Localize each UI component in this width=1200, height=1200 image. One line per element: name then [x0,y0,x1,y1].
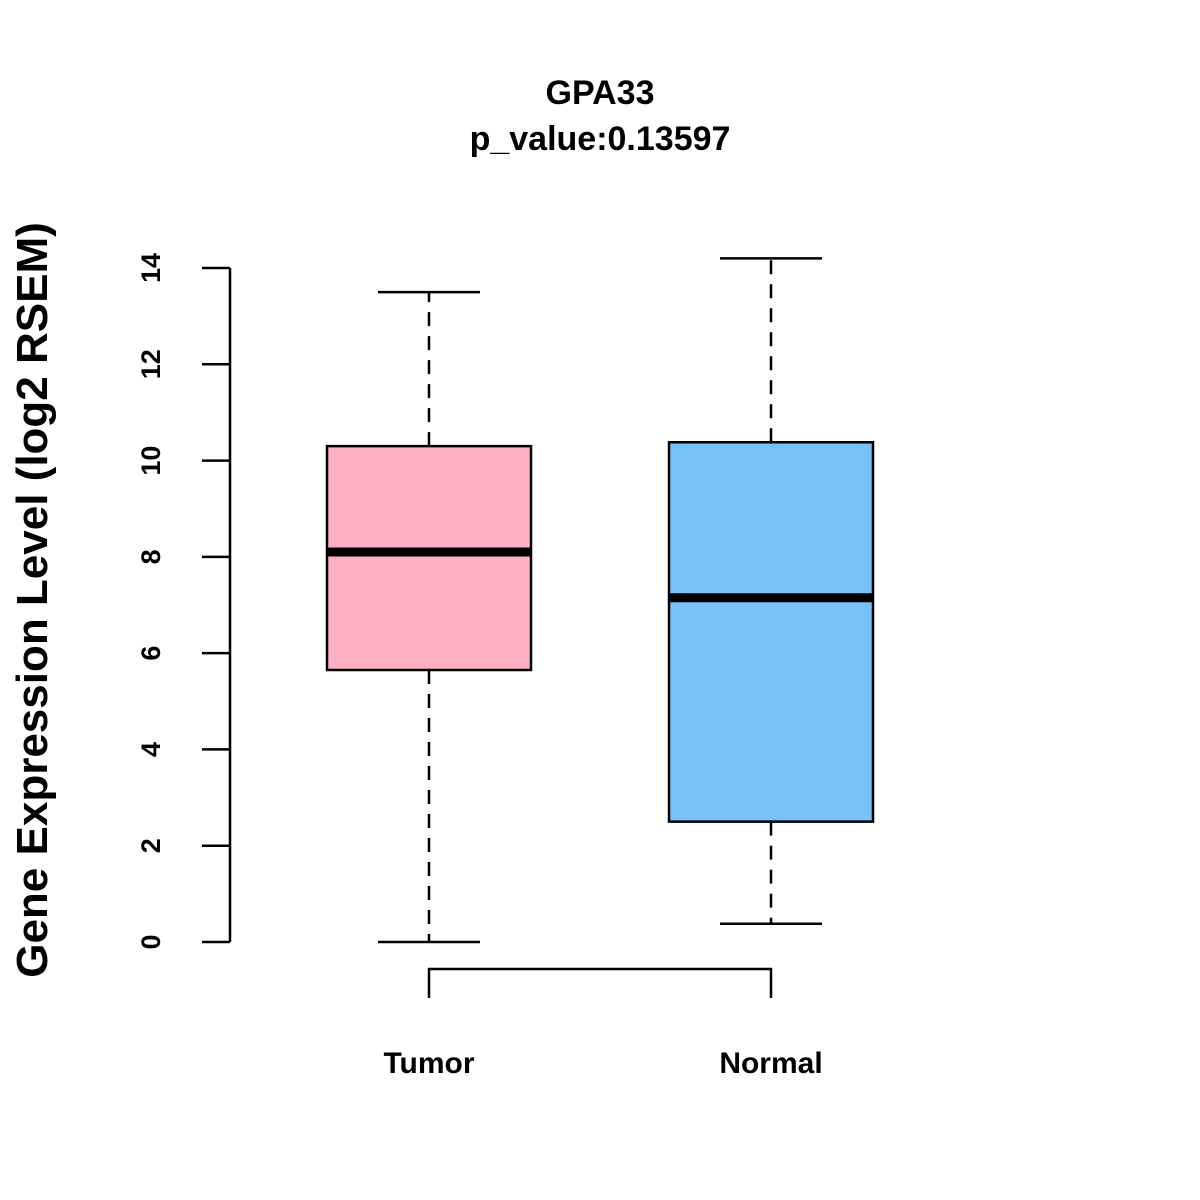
y-tick-label-4: 4 [136,742,166,757]
bracket-line [427,967,773,998]
boxes-group [325,257,875,944]
chart-subtitle: p_value:0.13597 [470,120,731,158]
y-tick-label-10: 10 [136,446,166,476]
y-axis-label: Gene Expression Level (log2 RSEM) [8,222,57,978]
x-label-tumor: Tumor [383,1047,474,1080]
y-tick-label-6: 6 [136,646,166,661]
y-tick-label-14: 14 [136,253,166,283]
x-axis-labels: Tumor Normal [383,1047,822,1080]
iqr-box-tumor [325,444,533,672]
iqr-box-normal [667,441,875,823]
comparison-bracket [427,967,773,998]
box-tumor [325,290,533,944]
box-normal [667,257,875,925]
x-label-normal: Normal [719,1047,822,1080]
y-tick-label-8: 8 [136,549,166,564]
y-tick-label-2: 2 [136,838,166,853]
chart-title: GPA33 [546,74,655,112]
y-tick-label-12: 12 [136,349,166,379]
y-axis: 0 2 4 6 8 10 12 14 [136,253,232,950]
y-tick-label-0: 0 [136,934,166,949]
